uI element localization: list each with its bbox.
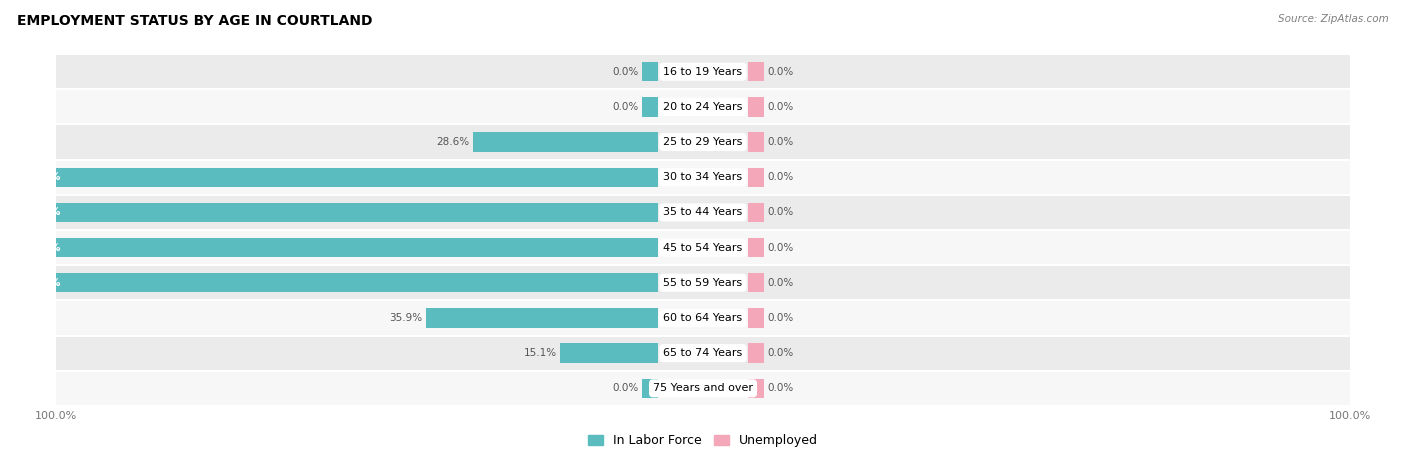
Text: Source: ZipAtlas.com: Source: ZipAtlas.com — [1278, 14, 1389, 23]
Bar — [748, 133, 765, 152]
Bar — [748, 379, 765, 398]
Bar — [56, 230, 1350, 265]
Bar — [748, 308, 765, 327]
Bar — [748, 62, 765, 81]
Text: 0.0%: 0.0% — [768, 278, 794, 288]
Bar — [56, 54, 1350, 89]
Text: 0.0%: 0.0% — [768, 172, 794, 182]
Text: 35 to 44 Years: 35 to 44 Years — [664, 207, 742, 217]
Text: 65 to 74 Years: 65 to 74 Years — [664, 348, 742, 358]
Bar — [748, 203, 765, 222]
Bar — [748, 97, 765, 116]
Text: 0.0%: 0.0% — [612, 67, 638, 77]
Bar — [56, 336, 1350, 371]
Text: EMPLOYMENT STATUS BY AGE IN COURTLAND: EMPLOYMENT STATUS BY AGE IN COURTLAND — [17, 14, 373, 28]
Bar — [641, 379, 658, 398]
Text: 100.0%: 100.0% — [17, 172, 60, 182]
Text: 30 to 34 Years: 30 to 34 Years — [664, 172, 742, 182]
Bar — [56, 89, 1350, 124]
Bar — [11, 273, 658, 292]
Text: 0.0%: 0.0% — [612, 102, 638, 112]
Text: 60 to 64 Years: 60 to 64 Years — [664, 313, 742, 323]
Bar — [748, 238, 765, 257]
Text: 25 to 29 Years: 25 to 29 Years — [664, 137, 742, 147]
Text: 20 to 24 Years: 20 to 24 Years — [664, 102, 742, 112]
Bar — [748, 168, 765, 187]
Bar — [472, 133, 658, 152]
Bar — [560, 344, 658, 363]
Bar — [56, 124, 1350, 160]
Bar — [56, 160, 1350, 195]
Text: 0.0%: 0.0% — [768, 383, 794, 393]
Text: 0.0%: 0.0% — [768, 243, 794, 253]
Bar — [56, 265, 1350, 300]
Text: 0.0%: 0.0% — [768, 102, 794, 112]
Bar — [641, 97, 658, 116]
Text: 28.6%: 28.6% — [436, 137, 470, 147]
Text: 55 to 59 Years: 55 to 59 Years — [664, 278, 742, 288]
Text: 75 Years and over: 75 Years and over — [652, 383, 754, 393]
Text: 0.0%: 0.0% — [768, 67, 794, 77]
Bar — [748, 273, 765, 292]
Bar — [56, 300, 1350, 336]
Legend: In Labor Force, Unemployed: In Labor Force, Unemployed — [583, 429, 823, 451]
Bar — [56, 371, 1350, 406]
Text: 100.0%: 100.0% — [17, 243, 60, 253]
Text: 0.0%: 0.0% — [768, 207, 794, 217]
Bar — [56, 195, 1350, 230]
Bar — [11, 168, 658, 187]
Text: 100.0%: 100.0% — [17, 278, 60, 288]
Text: 0.0%: 0.0% — [612, 383, 638, 393]
Text: 0.0%: 0.0% — [768, 348, 794, 358]
Bar — [641, 62, 658, 81]
Bar — [748, 344, 765, 363]
Text: 45 to 54 Years: 45 to 54 Years — [664, 243, 742, 253]
Text: 0.0%: 0.0% — [768, 313, 794, 323]
Bar — [426, 308, 658, 327]
Text: 35.9%: 35.9% — [389, 313, 422, 323]
Text: 15.1%: 15.1% — [523, 348, 557, 358]
Bar — [11, 238, 658, 257]
Text: 0.0%: 0.0% — [768, 137, 794, 147]
Bar — [11, 203, 658, 222]
Text: 16 to 19 Years: 16 to 19 Years — [664, 67, 742, 77]
Text: 100.0%: 100.0% — [17, 207, 60, 217]
